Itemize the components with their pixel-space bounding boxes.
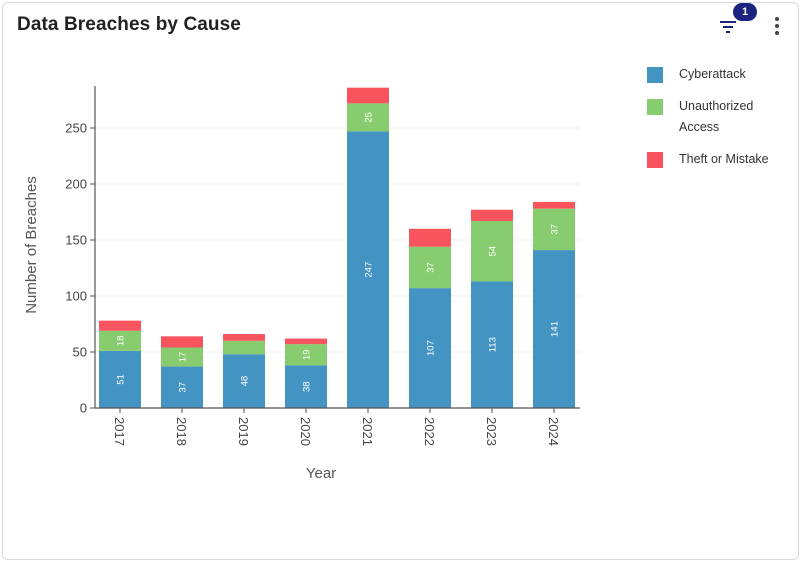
bar-segment[interactable]	[223, 340, 265, 355]
x-tick-label: 2017	[112, 417, 127, 446]
bar-segment[interactable]	[347, 87, 389, 104]
x-tick-label: 2022	[422, 417, 437, 446]
bar-segment[interactable]	[285, 344, 327, 366]
bar-value-label: 37	[178, 382, 189, 393]
x-tick-label: 2018	[174, 417, 189, 446]
axes: 0 50 100 150 200 250 2017 2018 2019 2020 2021 2022 2…	[65, 86, 580, 446]
y-tick-label: 150	[65, 233, 87, 248]
bar-segment[interactable]	[409, 288, 451, 408]
more-vertical-icon	[775, 17, 779, 35]
bar-segment[interactable]	[533, 250, 575, 408]
y-tick-label: 0	[80, 401, 87, 416]
bar-value-label: 107	[426, 340, 437, 356]
x-tick-label: 2020	[298, 417, 313, 446]
bar-value-label: 18	[116, 336, 127, 347]
bar-value-label: 247	[364, 262, 375, 278]
legend-label: Unauthorized Access	[679, 99, 754, 134]
bar-segment[interactable]	[99, 330, 141, 351]
legend-label: Theft or Mistake	[679, 152, 769, 166]
bar-segment[interactable]	[285, 365, 327, 408]
bar-segment[interactable]	[161, 347, 203, 367]
legend: Cyberattack Unauthorized Access Theft or M…	[647, 64, 797, 181]
bar-segment[interactable]	[161, 366, 203, 408]
bar-segment[interactable]	[471, 209, 513, 221]
legend-swatch	[647, 152, 663, 168]
stacked-bar-chart: 51 18 37 17 48 38 19 247 25 107 37 113 54 141 37 0 50 10…	[23, 86, 580, 482]
bar-segment[interactable]	[223, 354, 265, 408]
bar-segment[interactable]	[409, 228, 451, 247]
bar-segment[interactable]	[347, 103, 389, 132]
bar-value-label: 54	[488, 246, 499, 257]
bar-segment[interactable]	[347, 131, 389, 409]
x-axis-title: Year	[306, 465, 336, 482]
y-tick-label: 100	[65, 289, 87, 304]
legend-item[interactable]: Cyberattack	[647, 64, 797, 85]
bar-segment[interactable]	[533, 201, 575, 209]
filter-count-badge: 1	[733, 3, 757, 21]
bar-value-label: 51	[116, 374, 127, 385]
legend-item[interactable]: Unauthorized Access	[647, 96, 797, 138]
filter-icon	[720, 21, 736, 33]
chart-title: Data Breaches by Cause	[17, 14, 241, 35]
more-options-button[interactable]	[768, 14, 786, 38]
legend-label: Cyberattack	[679, 67, 746, 81]
y-tick-label: 200	[65, 177, 87, 192]
bars-group: 51 18 37 17 48 38 19 247 25 107 37 113 54 141 37	[99, 87, 575, 409]
bar-value-label: 19	[302, 350, 313, 361]
bar-value-label: 25	[364, 112, 375, 123]
bar-value-label: 113	[488, 337, 499, 352]
bar-value-label: 37	[550, 224, 561, 235]
bar-segment[interactable]	[161, 336, 203, 348]
legend-item[interactable]: Theft or Mistake	[647, 149, 797, 170]
bar-segment[interactable]	[285, 338, 327, 345]
bar-segment[interactable]	[99, 350, 141, 408]
filter-button[interactable]	[716, 14, 742, 40]
x-tick-label: 2019	[236, 417, 251, 446]
bar-segment[interactable]	[471, 220, 513, 282]
legend-swatch	[647, 67, 663, 83]
bar-value-label: 17	[178, 352, 189, 363]
bar-segment[interactable]	[533, 208, 575, 251]
x-tick-label: 2021	[360, 417, 375, 446]
y-tick-label: 50	[73, 345, 87, 360]
legend-swatch	[647, 99, 663, 115]
bar-segment[interactable]	[99, 320, 141, 331]
x-tick-label: 2023	[484, 417, 499, 446]
bar-value-label: 38	[302, 381, 313, 392]
bar-value-label: 141	[550, 321, 561, 337]
bar-segment[interactable]	[223, 334, 265, 341]
y-axis-title: Number of Breaches	[23, 176, 40, 314]
bar-value-label: 48	[240, 376, 251, 387]
bar-segment[interactable]	[409, 246, 451, 289]
bar-segment[interactable]	[471, 281, 513, 408]
bar-value-label: 37	[426, 262, 437, 273]
x-tick-label: 2024	[546, 417, 561, 446]
y-tick-label: 250	[65, 121, 87, 136]
